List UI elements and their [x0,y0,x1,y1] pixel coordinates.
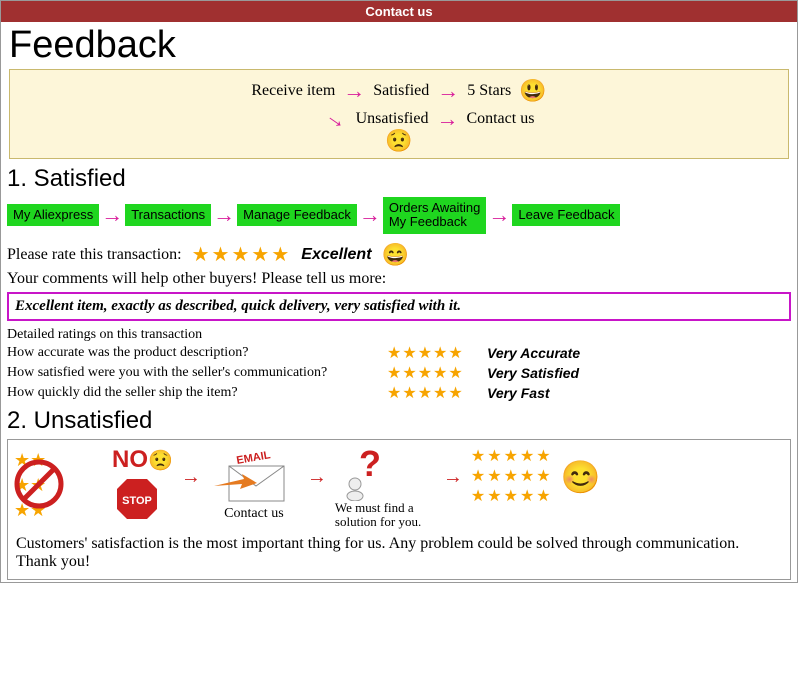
stop-sign-icon: STOP [112,474,162,524]
arrow-icon: → [307,466,327,489]
question-person-icon: ? [335,446,405,501]
closing-text: Customers' satisfaction is the most impo… [14,529,784,573]
flow-unsatisfied: Unsatisfied [356,110,429,128]
sad-face-icon: 😟 [385,128,412,153]
stars-icon: ★★★★★ [387,383,487,403]
stars-icon: ★★★★★ [471,466,553,486]
detail-heading: Detailed ratings on this transaction [7,327,791,343]
arrow-icon: → [437,78,459,104]
rate-line: Please rate this transaction: ★★★★★ Exce… [1,236,797,270]
flow-receive: Receive item [251,82,335,100]
step-manage-feedback: Manage Feedback [237,204,357,226]
contact-label: Contact us [209,506,299,522]
step-orders-awaiting: Orders Awaiting My Feedback [383,197,487,234]
rating-q: How quickly did the seller ship the item… [7,385,387,401]
rating-q: How satisfied were you with the seller's… [7,365,387,381]
arrow-icon: → [436,106,458,132]
arrow-icon: → [359,202,381,228]
feedback-flow-box: Receive item → Satisfied → 5 Stars 😃 → U… [9,69,789,159]
arrow-icon: → [213,202,235,228]
solution-block: ? We must find a solution for you. [335,446,435,530]
email-icon: EMAIL [209,446,299,506]
stars-icon: ★★★★★ [471,446,553,466]
arrow-icon: → [101,202,123,228]
satisfied-steps: My Aliexpress → Transactions → Manage Fe… [1,195,797,236]
arrow-icon: → [343,78,365,104]
stars-icon: ★★★★★ [387,363,487,383]
arrow-icon: → [443,466,463,489]
excellent-label: Excellent [301,246,371,264]
header-bar: Contact us [1,1,797,22]
rating-a: Very Accurate [487,345,580,361]
unsatisfied-box: ★★ ★★ ★★ NO😟 STOP → EMA [7,439,791,581]
detailed-ratings: Detailed ratings on this transaction How… [1,325,797,405]
arrow-icon: → [488,202,510,228]
comments-prompt: Your comments will help other buyers! Pl… [1,270,797,288]
step-my-aliexpress: My Aliexpress [7,204,99,226]
solution-label: We must find a solution for you. [335,501,435,530]
rating-row: How satisfied were you with the seller's… [7,363,791,383]
rating-row: How accurate was the product description… [7,343,791,363]
comment-box: Excellent item, exactly as described, qu… [7,292,791,321]
rate-prompt: Please rate this transaction: [7,246,182,264]
header-title: Contact us [365,4,432,19]
svg-text:EMAIL: EMAIL [235,449,271,467]
result-stars-block: ★★★★★ ★★★★★ ★★★★★ [471,446,553,506]
arrow-icon: → [181,466,201,489]
flow-satisfied: Satisfied [373,82,429,100]
unsatisfied-flow: ★★ ★★ ★★ NO😟 STOP → EMA [14,446,784,530]
rating-a: Very Fast [487,385,550,401]
stars-icon: ★★★★★ [471,486,553,506]
flow-row-1: Receive item → Satisfied → 5 Stars 😃 [10,78,788,104]
flow-contact-us: Contact us [466,110,534,128]
page-title: Feedback [1,22,797,69]
happy-face-icon: 😃 [519,78,546,104]
step-leave-feedback: Leave Feedback [512,204,620,226]
rating-q: How accurate was the product description… [7,345,387,361]
main-container: Contact us Feedback Receive item → Satis… [0,0,798,583]
five-stars-icon: ★★★★★ [192,242,292,267]
step-transactions: Transactions [125,204,211,226]
happy-face-icon: 😊 [561,458,601,496]
no-stars-block: ★★ ★★ ★★ [14,446,104,526]
email-block: EMAIL Contact us [209,446,299,522]
smile-face-icon: 😄 [382,242,409,268]
no-label: NO😟 [112,446,173,474]
unsatisfied-heading: 2. Unsatisfied [1,405,797,437]
rating-a: Very Satisfied [487,365,579,381]
svg-text:?: ? [359,446,381,484]
no-stop-block: NO😟 STOP [112,446,173,524]
stars-icon: ★★★★★ [387,343,487,363]
flow-five-stars: 5 Stars [467,82,511,100]
satisfied-heading: 1. Satisfied [1,163,797,195]
svg-text:STOP: STOP [122,495,152,507]
rating-row: How quickly did the seller ship the item… [7,383,791,403]
